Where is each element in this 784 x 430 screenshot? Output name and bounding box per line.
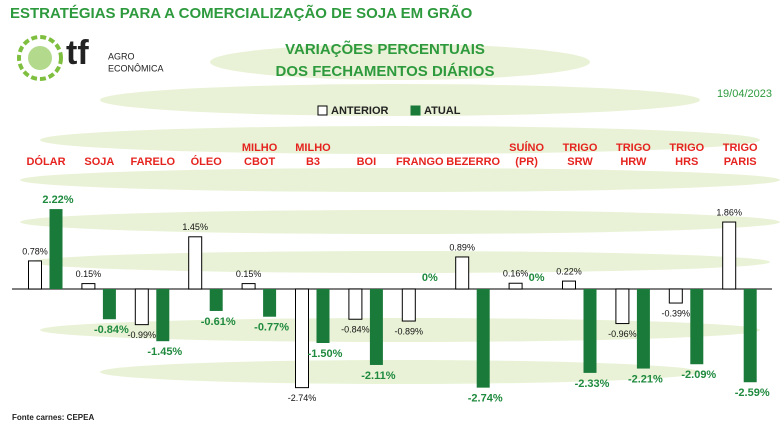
value-label: 0.78% xyxy=(22,246,48,256)
category-label: TRIGO HRW xyxy=(616,142,651,168)
bar xyxy=(562,280,576,290)
bar xyxy=(188,236,203,290)
value-label: -0.84% xyxy=(94,324,129,336)
category-label: TRIGO SRW xyxy=(563,142,598,168)
value-label: -2.74% xyxy=(468,393,503,405)
category-label: BEZERRO xyxy=(446,156,500,168)
legend-swatch xyxy=(317,105,328,116)
bar xyxy=(722,221,737,290)
value-label: 2.22% xyxy=(42,194,73,206)
bar xyxy=(102,289,116,320)
page-title: ESTRATÉGIAS PARA A COMERCIALIZAÇÃO DE SO… xyxy=(10,4,473,22)
logo-line: ECONÔMICA xyxy=(108,63,164,73)
logo: tf AGRO ECONÔMICA xyxy=(17,34,164,81)
category-label: ÓLEO xyxy=(191,155,223,168)
category-label: FRANGO xyxy=(396,156,444,168)
chart-title: DOS FECHAMENTOS DIÁRIOS xyxy=(276,63,495,80)
source: Fonte carnes: CEPEA xyxy=(12,413,94,422)
category-label: FARELO xyxy=(130,156,175,168)
chart-title: VARIAÇÕES PERCENTUAIS xyxy=(285,40,485,58)
category-label: TRIGO HRS xyxy=(669,142,704,168)
background-stripes xyxy=(20,44,780,384)
value-label: 1.86% xyxy=(716,207,742,217)
value-label: 0.15% xyxy=(76,269,102,279)
value-label: -2.74% xyxy=(288,393,317,403)
value-label: -2.21% xyxy=(628,373,663,385)
legend-swatch xyxy=(410,105,421,116)
value-label: 0% xyxy=(529,272,545,284)
bar xyxy=(156,289,170,342)
value-label: -0.96% xyxy=(608,329,637,339)
value-label: 0% xyxy=(422,272,438,284)
date: 19/04/2023 xyxy=(717,88,772,100)
bar xyxy=(401,288,416,322)
bar xyxy=(81,283,96,290)
value-label: 0.22% xyxy=(556,266,582,276)
bar xyxy=(668,288,683,304)
value-label: -0.77% xyxy=(254,322,289,334)
bar xyxy=(316,289,330,343)
value-label: -0.39% xyxy=(662,308,691,318)
logo-text: tf xyxy=(66,34,89,72)
bar xyxy=(241,283,256,290)
value-label: -2.09% xyxy=(681,369,716,381)
bar xyxy=(369,289,383,365)
bar xyxy=(636,289,650,369)
value-label: -0.89% xyxy=(395,326,424,336)
value-label: -0.84% xyxy=(341,325,370,335)
bar xyxy=(615,288,630,325)
legend-label: ATUAL xyxy=(424,105,461,117)
value-label: -0.99% xyxy=(128,330,157,340)
value-label: -1.50% xyxy=(308,348,343,360)
bar xyxy=(455,256,470,290)
value-label: -2.11% xyxy=(361,370,395,382)
bar xyxy=(134,288,149,326)
bar xyxy=(476,289,490,388)
value-label: -2.33% xyxy=(575,378,610,390)
bar xyxy=(508,282,523,290)
category-label: SOJA xyxy=(84,156,114,168)
category-label: BOI xyxy=(357,156,377,168)
category-label: SUÍNO (PR) xyxy=(509,141,544,168)
bar xyxy=(295,288,309,389)
bar xyxy=(263,289,277,317)
category-label: DÓLAR xyxy=(26,155,65,168)
bar xyxy=(209,289,223,311)
value-label: 0.16% xyxy=(503,269,529,279)
value-label: -2.59% xyxy=(735,387,770,399)
bar xyxy=(49,209,63,289)
logo-line: AGRO xyxy=(108,51,135,61)
bar xyxy=(28,260,42,290)
legend-label: ANTERIOR xyxy=(331,105,389,117)
value-label: 0.89% xyxy=(449,242,475,252)
value-label: -1.45% xyxy=(147,346,182,358)
bar xyxy=(583,289,597,373)
value-label: 0.15% xyxy=(236,269,262,279)
category-label: MILHO CBOT xyxy=(242,142,278,168)
bar xyxy=(348,288,363,320)
bar xyxy=(743,289,757,383)
bar xyxy=(690,289,704,365)
category-label: MILHO B3 xyxy=(295,142,331,168)
value-label: 1.45% xyxy=(182,222,208,232)
value-label: -0.61% xyxy=(201,316,236,328)
category-label: TRIGO PARIS xyxy=(723,142,758,168)
